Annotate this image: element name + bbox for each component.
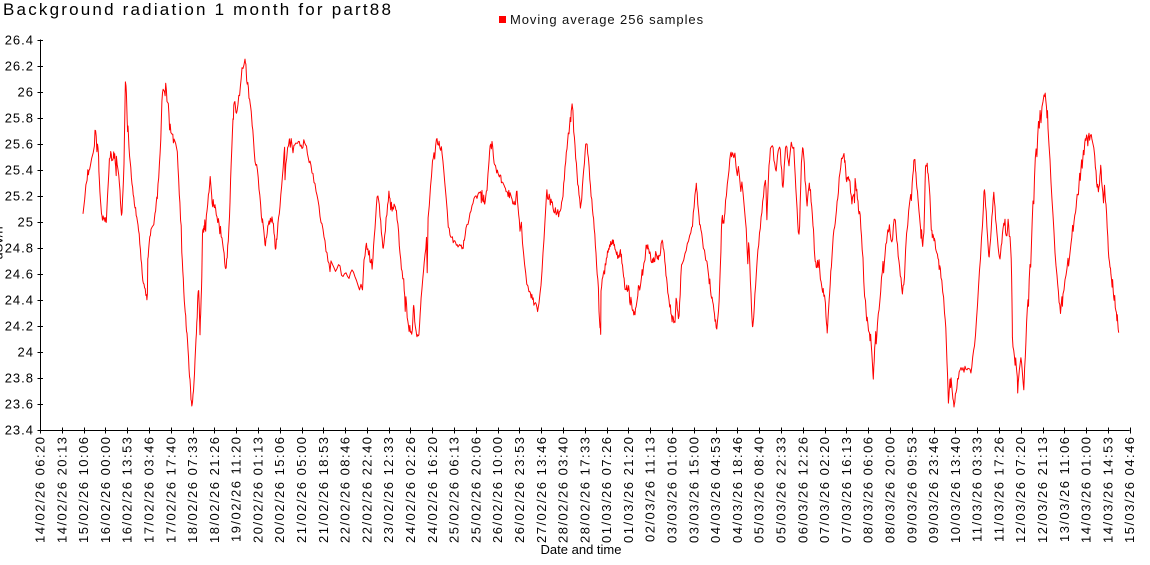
svg-text:21/02/26 05:00: 21/02/26 05:00 (294, 436, 309, 543)
svg-text:14/02/26 06:20: 14/02/26 06:20 (33, 436, 48, 543)
svg-text:25.6: 25.6 (5, 137, 34, 152)
svg-text:17/02/26 03:46: 17/02/26 03:46 (141, 436, 156, 543)
svg-text:07/03/26 16:13: 07/03/26 16:13 (839, 436, 854, 543)
svg-text:20/02/26 15:06: 20/02/26 15:06 (272, 436, 287, 543)
svg-text:20/02/26 01:13: 20/02/26 01:13 (250, 436, 265, 543)
svg-text:23.4: 23.4 (5, 423, 34, 438)
svg-text:Background radiation 1 month f: Background radiation 1 month for part88 (3, 0, 393, 19)
svg-text:26.4: 26.4 (5, 33, 34, 48)
svg-text:18/02/26 21:26: 18/02/26 21:26 (207, 436, 222, 543)
svg-text:09/03/26 23:46: 09/03/26 23:46 (926, 436, 941, 543)
svg-text:08/03/26 06:06: 08/03/26 06:06 (861, 436, 876, 543)
svg-text:13/03/26 11:06: 13/03/26 11:06 (1057, 436, 1072, 543)
svg-text:25.2: 25.2 (5, 189, 34, 204)
svg-text:08/03/26 20:00: 08/03/26 20:00 (882, 436, 897, 543)
svg-text:26.2: 26.2 (5, 59, 34, 74)
svg-text:22/02/26 08:46: 22/02/26 08:46 (338, 436, 353, 543)
svg-text:15/03/26 04:46: 15/03/26 04:46 (1122, 436, 1137, 543)
svg-text:12/03/26 21:13: 12/03/26 21:13 (1035, 436, 1050, 543)
svg-text:24.8: 24.8 (5, 241, 34, 256)
svg-text:19/02/26 11:20: 19/02/26 11:20 (229, 436, 244, 543)
svg-text:06/03/26 12:26: 06/03/26 12:26 (795, 436, 810, 543)
svg-text:25/02/26 20:06: 25/02/26 20:06 (468, 436, 483, 543)
svg-text:10/03/26 13:40: 10/03/26 13:40 (948, 436, 963, 543)
svg-text:05/03/26 08:40: 05/03/26 08:40 (752, 436, 767, 543)
svg-text:23.6: 23.6 (5, 397, 34, 412)
svg-text:26/02/26 23:53: 26/02/26 23:53 (512, 436, 527, 543)
svg-text:14/03/26 14:53: 14/03/26 14:53 (1100, 436, 1115, 543)
svg-text:25.4: 25.4 (5, 163, 34, 178)
svg-text:14/02/26 20:13: 14/02/26 20:13 (54, 436, 69, 543)
svg-text:15/02/26 10:06: 15/02/26 10:06 (76, 436, 91, 543)
svg-text:04/03/26 04:53: 04/03/26 04:53 (708, 436, 723, 543)
svg-text:23.8: 23.8 (5, 371, 34, 386)
svg-text:12/03/26 07:20: 12/03/26 07:20 (1013, 436, 1028, 543)
svg-text:16/02/26 13:53: 16/02/26 13:53 (120, 436, 135, 543)
svg-text:26/02/26 10:00: 26/02/26 10:00 (490, 436, 505, 543)
svg-text:uSv/h: uSv/h (0, 226, 6, 259)
svg-text:09/03/26 09:53: 09/03/26 09:53 (904, 436, 919, 543)
svg-text:01/03/26 21:20: 01/03/26 21:20 (621, 436, 636, 543)
svg-text:05/03/26 22:33: 05/03/26 22:33 (774, 436, 789, 543)
svg-text:24/02/26 16:20: 24/02/26 16:20 (425, 436, 440, 543)
svg-text:25: 25 (18, 215, 34, 230)
svg-text:22/02/26 22:40: 22/02/26 22:40 (359, 436, 374, 543)
svg-text:27/02/26 13:46: 27/02/26 13:46 (534, 436, 549, 543)
svg-text:21/02/26 18:53: 21/02/26 18:53 (316, 436, 331, 543)
svg-text:26: 26 (18, 85, 34, 100)
svg-text:24.6: 24.6 (5, 267, 34, 282)
svg-text:24: 24 (18, 345, 34, 360)
svg-text:16/02/26 00:00: 16/02/26 00:00 (98, 436, 113, 543)
svg-text:28/02/26 17:33: 28/02/26 17:33 (577, 436, 592, 543)
svg-text:02/03/26 11:13: 02/03/26 11:13 (643, 436, 658, 543)
svg-text:17/02/26 17:40: 17/02/26 17:40 (163, 436, 178, 543)
svg-text:01/03/26 07:26: 01/03/26 07:26 (599, 436, 614, 543)
svg-text:18/02/26 07:33: 18/02/26 07:33 (185, 436, 200, 543)
svg-text:04/03/26 18:46: 04/03/26 18:46 (730, 436, 745, 543)
svg-text:24.4: 24.4 (5, 293, 34, 308)
svg-text:07/03/26 02:20: 07/03/26 02:20 (817, 436, 832, 543)
svg-text:25/02/26 06:13: 25/02/26 06:13 (447, 436, 462, 543)
svg-text:23/02/26 12:33: 23/02/26 12:33 (381, 436, 396, 543)
svg-text:28/02/26 03:40: 28/02/26 03:40 (556, 436, 571, 543)
svg-text:14/03/26 01:00: 14/03/26 01:00 (1079, 436, 1094, 543)
svg-text:03/03/26 01:06: 03/03/26 01:06 (665, 436, 680, 543)
svg-text:Date and time: Date and time (541, 542, 622, 557)
svg-text:11/03/26 17:26: 11/03/26 17:26 (991, 436, 1006, 543)
svg-text:24.2: 24.2 (5, 319, 34, 334)
svg-text:25.8: 25.8 (5, 111, 34, 126)
svg-text:03/03/26 15:00: 03/03/26 15:00 (686, 436, 701, 543)
svg-text:24/02/26 02:26: 24/02/26 02:26 (403, 436, 418, 543)
svg-text:Moving average 256 samples: Moving average 256 samples (510, 12, 704, 27)
svg-text:11/03/26 03:33: 11/03/26 03:33 (970, 436, 985, 543)
